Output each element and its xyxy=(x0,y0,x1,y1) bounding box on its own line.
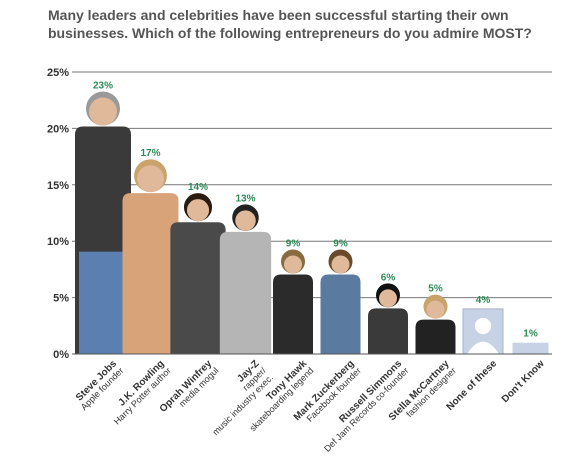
data-label: 17% xyxy=(140,148,160,159)
jk-rowling-photo xyxy=(122,159,179,354)
silhouette-body xyxy=(467,341,499,354)
x-category-label: Don't Know xyxy=(500,358,547,405)
figure-torso xyxy=(368,308,408,354)
figure-head xyxy=(331,255,350,274)
data-label: 13% xyxy=(235,193,255,204)
data-label: 5% xyxy=(428,284,443,295)
category-name: None of these xyxy=(445,358,500,413)
chart-question-title: Many leaders and celebrities have been s… xyxy=(48,7,532,41)
data-label: 4% xyxy=(476,295,491,306)
mark-zuckerberg-photo xyxy=(320,249,361,354)
category-name: Don't Know xyxy=(500,358,547,405)
figure-head xyxy=(379,289,397,308)
stella-mccartney-photo xyxy=(415,294,456,354)
data-label: 23% xyxy=(93,81,113,92)
figure-head xyxy=(137,165,164,193)
data-label: 14% xyxy=(188,182,208,193)
figure-head xyxy=(426,300,445,319)
y-tick-label: 20% xyxy=(47,123,69,135)
figure-torso xyxy=(219,231,272,354)
tony-hawk-photo xyxy=(273,249,313,354)
data-label: 9% xyxy=(286,238,301,249)
figure-head xyxy=(235,210,256,231)
figure-torso xyxy=(415,319,456,354)
figure-head xyxy=(89,97,117,126)
oprah-winfrey-photo xyxy=(170,193,226,354)
figure-legs xyxy=(79,251,127,354)
figure-torso xyxy=(122,193,179,354)
figure-head xyxy=(186,199,210,222)
silhouette-head xyxy=(474,317,492,335)
bar-rect xyxy=(512,342,549,354)
y-tick-label: 15% xyxy=(47,180,69,192)
steve-jobs-photo xyxy=(75,91,131,354)
figure-torso xyxy=(320,274,361,354)
data-label: 9% xyxy=(333,238,348,249)
data-label: 6% xyxy=(381,272,396,283)
empty-bar xyxy=(512,342,549,354)
figure-torso xyxy=(273,274,313,354)
figure-torso xyxy=(170,222,226,354)
y-tick-label: 0% xyxy=(53,349,69,361)
y-tick-label: 25% xyxy=(47,67,69,79)
x-category-label: None of these xyxy=(445,358,500,413)
y-tick-label: 10% xyxy=(47,236,69,248)
placeholder-person-icon xyxy=(462,308,504,355)
jay-z-photo xyxy=(219,204,272,354)
y-tick-label: 5% xyxy=(53,293,69,305)
figure-head xyxy=(284,255,302,274)
data-label: 1% xyxy=(523,329,538,340)
russell-simmons-photo xyxy=(368,283,408,354)
